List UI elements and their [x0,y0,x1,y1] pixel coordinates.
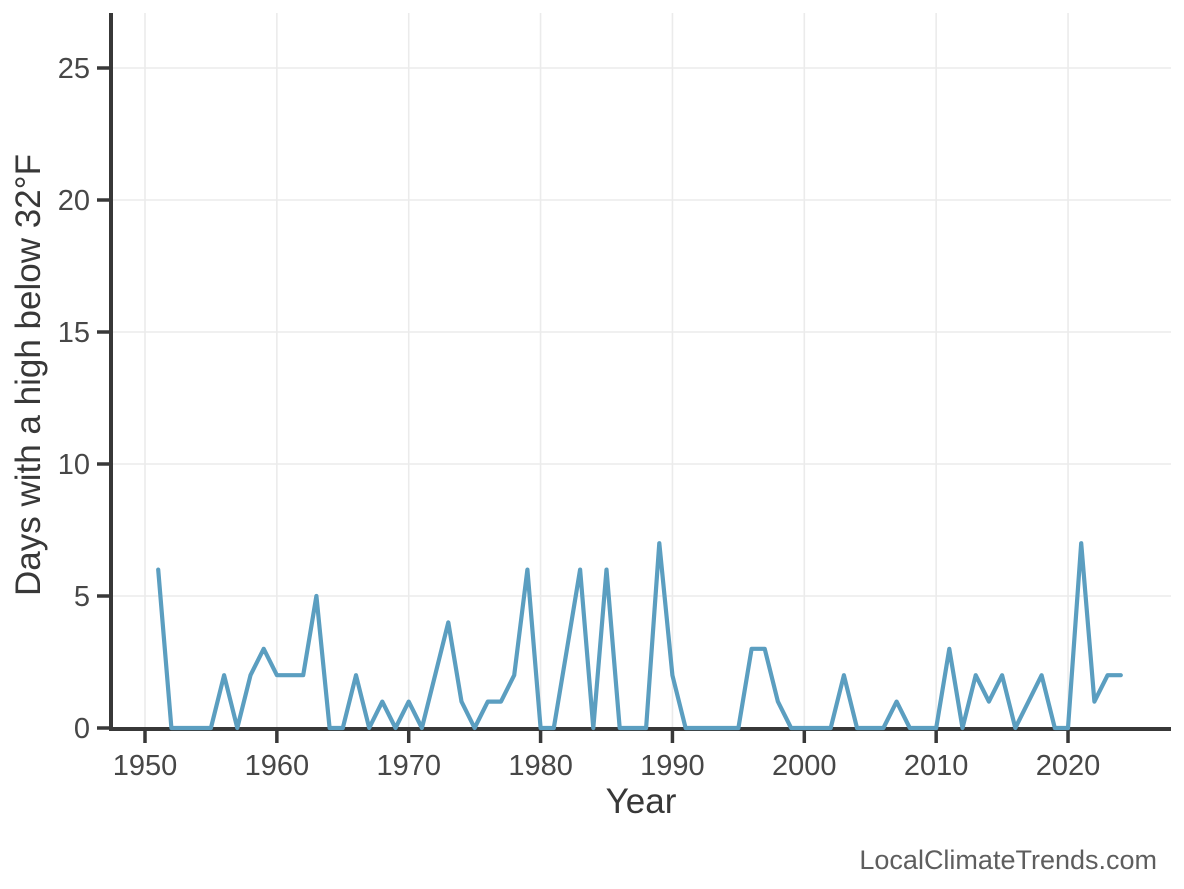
watermark: LocalClimateTrends.com [859,845,1157,875]
x-tick-label: 2010 [904,750,969,782]
series-line-days-with-high-below-32F [156,541,1123,731]
x-tick-label: 1980 [508,750,573,782]
x-axis-title: Year [606,782,677,821]
data-series [156,541,1123,731]
axes [109,13,1171,731]
y-tick-label: 0 [74,713,90,745]
x-tick-label: 1960 [245,750,310,782]
x-tick-label: 1970 [376,750,441,782]
x-tick-label: 2020 [1036,750,1101,782]
x-tick-label: 1950 [113,750,178,782]
gridlines [111,13,1171,729]
y-tick-label: 25 [58,53,90,85]
y-tick-label: 10 [58,449,90,481]
axis-labels: Year Days with a high below 32°F LocalCl… [9,154,1157,875]
y-axis-title: Days with a high below 32°F [9,154,48,596]
x-tick-label: 2000 [772,750,837,782]
y-tick-label: 20 [58,185,90,217]
x-tick-label: 1990 [640,750,705,782]
y-tick-label: 15 [58,317,90,349]
y-tick-label: 5 [74,581,90,613]
axis-ticks: 1950 1960 1970 1980 1990 2000 2010 2020 0 5 10 15 20… [58,53,1101,782]
